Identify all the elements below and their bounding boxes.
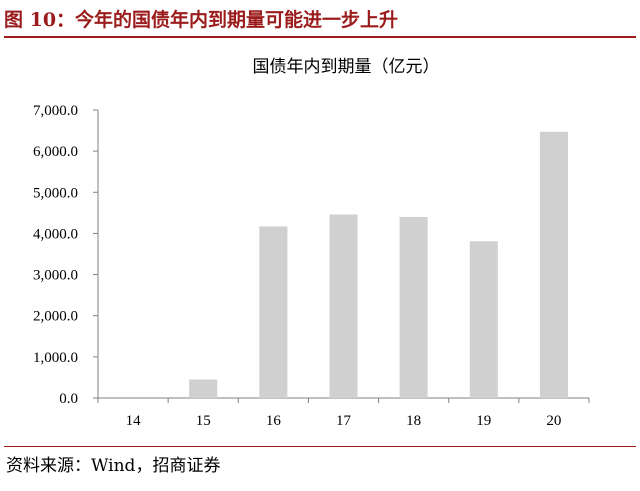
bars — [189, 131, 568, 398]
y-tick-label: 3,000.0 — [33, 268, 78, 284]
x-tick-label: 17 — [336, 413, 352, 429]
bar-15 — [189, 379, 218, 398]
bar-17 — [329, 214, 358, 398]
bar-19 — [469, 241, 498, 398]
y-tick-label: 0.0 — [59, 391, 78, 407]
bar-20 — [539, 131, 568, 398]
chart-title: 国债年内到期量（亿元） — [252, 57, 440, 77]
bar-18 — [399, 216, 428, 398]
source-divider — [4, 446, 636, 447]
figure-title: 图 10：今年的国债年内到期量可能进一步上升 — [4, 4, 636, 38]
y-tick-label: 4,000.0 — [33, 226, 78, 242]
y-tick-label: 5,000.0 — [33, 185, 78, 201]
x-tick-label: 15 — [196, 413, 211, 429]
y-tick-label: 6,000.0 — [33, 144, 78, 160]
y-tick-label: 1,000.0 — [33, 350, 78, 366]
x-tick-label: 18 — [406, 413, 421, 429]
y-tick-label: 2,000.0 — [33, 309, 78, 325]
y-tick-label: 7,000.0 — [33, 103, 78, 119]
source-note: 资料来源：Wind，招商证券 — [6, 456, 221, 476]
bar-16 — [259, 226, 288, 398]
x-tick-label: 14 — [126, 413, 142, 429]
x-tick-label: 16 — [266, 413, 282, 429]
x-tick-label: 19 — [476, 413, 491, 429]
y-axis: 0.0 1,000.0 2,000.0 3,000.0 4,000.0 5,000.0 6,… — [33, 103, 99, 407]
x-axis: 14 15 16 17 18 19 20 — [97, 397, 590, 429]
x-tick-label: 20 — [546, 413, 561, 429]
